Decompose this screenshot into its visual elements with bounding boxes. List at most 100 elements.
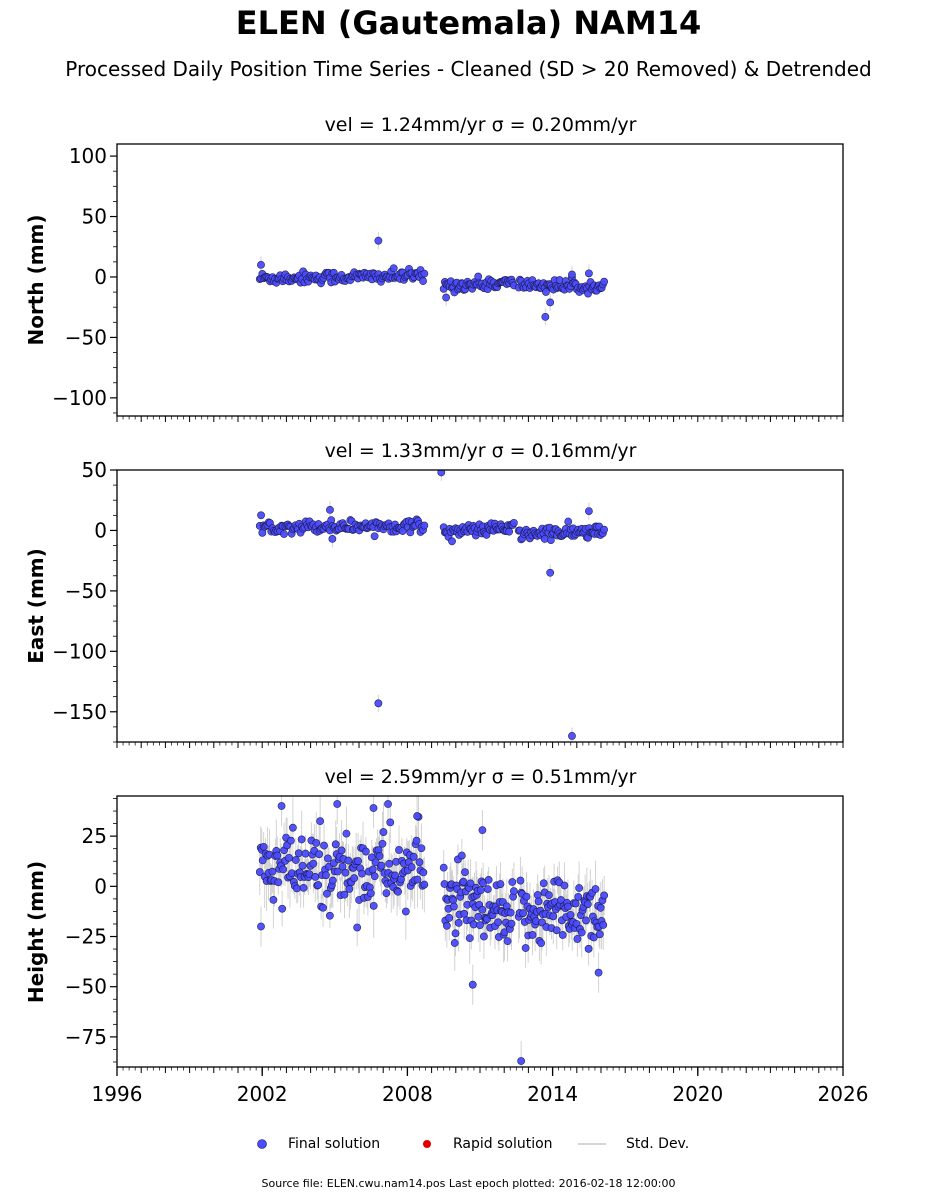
final-solution-point <box>419 277 427 285</box>
height-panel-title: vel = 2.59mm/yr σ = 0.51mm/yr <box>324 766 637 788</box>
final-solution-point <box>582 916 590 925</box>
final-solution-point <box>460 909 469 918</box>
final-solution-point <box>419 868 428 877</box>
final-solution-point <box>450 902 458 911</box>
final-solution-point <box>541 312 550 321</box>
final-solution-point <box>412 836 421 845</box>
final-solution-point <box>279 865 288 874</box>
final-solution-point <box>391 871 400 880</box>
final-solution-point <box>322 871 330 880</box>
final-solution-point <box>476 921 484 930</box>
final-solution-point <box>478 905 487 914</box>
final-solution-point <box>448 537 456 546</box>
ytick-label: −100 <box>52 639 107 663</box>
data-points <box>255 470 609 742</box>
final-solution-point <box>466 879 475 888</box>
page-subtitle: Processed Daily Position Time Series - C… <box>65 57 872 81</box>
final-solution-point <box>333 867 342 876</box>
final-solution-point <box>257 922 265 931</box>
final-solution-point <box>457 851 466 860</box>
source-footer: Source file: ELEN.cwu.nam14.pos Last epo… <box>261 1177 676 1190</box>
final-solution-marker-icon <box>257 1139 267 1149</box>
xtick-label: 2026 <box>818 1082 869 1106</box>
final-solution-point <box>484 875 493 884</box>
final-solution-point <box>585 507 593 516</box>
final-solution-point <box>542 288 550 296</box>
final-solution-point <box>341 868 350 877</box>
legend-rapid: Rapid solution <box>419 1136 553 1152</box>
xtick-label: 1996 <box>92 1082 143 1106</box>
final-solution-point <box>506 908 515 917</box>
xtick-label: 2008 <box>382 1082 433 1106</box>
final-solution-point <box>382 889 391 898</box>
final-solution-point <box>413 875 422 884</box>
final-solution-point <box>476 886 485 895</box>
final-solution-point <box>374 236 383 245</box>
final-solution-point <box>528 931 537 939</box>
final-solution-point <box>258 856 267 865</box>
final-solution-point <box>516 876 525 885</box>
final-solution-point <box>549 912 558 921</box>
final-solution-point <box>375 852 384 860</box>
ytick-label: −75 <box>65 1025 107 1049</box>
final-solution-point <box>509 887 518 896</box>
final-solution-point <box>461 868 469 877</box>
final-solution-point <box>291 856 300 864</box>
final-solution-point <box>589 933 598 942</box>
final-solution-point <box>370 532 379 541</box>
final-solution-point <box>301 849 310 858</box>
final-solution-point <box>600 891 609 900</box>
final-solution-point <box>449 896 458 905</box>
final-solution-point <box>350 874 359 883</box>
final-solution-point <box>386 818 395 827</box>
final-solution-point <box>517 1057 526 1065</box>
ytick-label: 0 <box>94 874 107 898</box>
final-solution-point <box>369 901 378 910</box>
final-solution-point <box>568 732 576 740</box>
final-solution-point <box>509 518 518 527</box>
ytick-label: −50 <box>65 325 107 349</box>
final-solution-point <box>345 885 354 893</box>
north-panel-title: vel = 1.24mm/yr σ = 0.20mm/yr <box>324 114 637 136</box>
legend: Final solution Rapid solution Std. Dev. <box>0 1136 937 1158</box>
ytick-label: 50 <box>82 205 107 229</box>
final-solution-point <box>594 968 603 977</box>
final-solution-point <box>596 903 605 912</box>
north-panel: −100 −50 0 50 100 <box>52 143 844 422</box>
final-solution-point <box>420 880 429 889</box>
final-solution-point <box>451 929 460 938</box>
final-solution-point <box>519 909 527 918</box>
legend-rapid-label: Rapid solution <box>453 1136 553 1152</box>
final-solution-point <box>564 902 572 911</box>
final-solution-point <box>370 872 379 881</box>
final-solution-point <box>326 505 334 514</box>
final-solution-point <box>255 868 264 876</box>
final-solution-point <box>474 272 483 281</box>
final-solution-point <box>445 913 454 922</box>
final-solution-point <box>353 923 362 932</box>
final-solution-point <box>478 826 487 835</box>
final-solution-point <box>328 876 337 885</box>
final-solution-point <box>374 699 383 708</box>
ytick-label: −100 <box>52 386 107 410</box>
final-solution-point <box>274 878 283 887</box>
final-solution-point <box>508 878 517 886</box>
ytick-label: 0 <box>94 265 107 289</box>
final-solution-point <box>384 800 392 808</box>
final-solution-point <box>314 881 323 889</box>
final-solution-point <box>507 919 516 928</box>
final-solution-point <box>564 517 573 526</box>
final-solution-point <box>315 850 324 859</box>
ytick-label: −50 <box>65 975 107 999</box>
final-solution-point <box>268 867 277 876</box>
final-solution-point <box>354 857 363 865</box>
final-solution-point <box>454 918 463 927</box>
final-solution-point <box>442 293 451 302</box>
std-dev-line-icon <box>578 1143 606 1145</box>
final-solution-point <box>420 269 429 278</box>
time-series-chart: −100 −50 0 50 100 −150 −100 −50 0 50 −75 −50 −25 0 2… <box>52 143 869 1106</box>
final-solution-point <box>585 269 593 278</box>
final-solution-point <box>259 842 268 851</box>
final-solution-point <box>401 907 410 916</box>
final-solution-point <box>573 935 582 943</box>
